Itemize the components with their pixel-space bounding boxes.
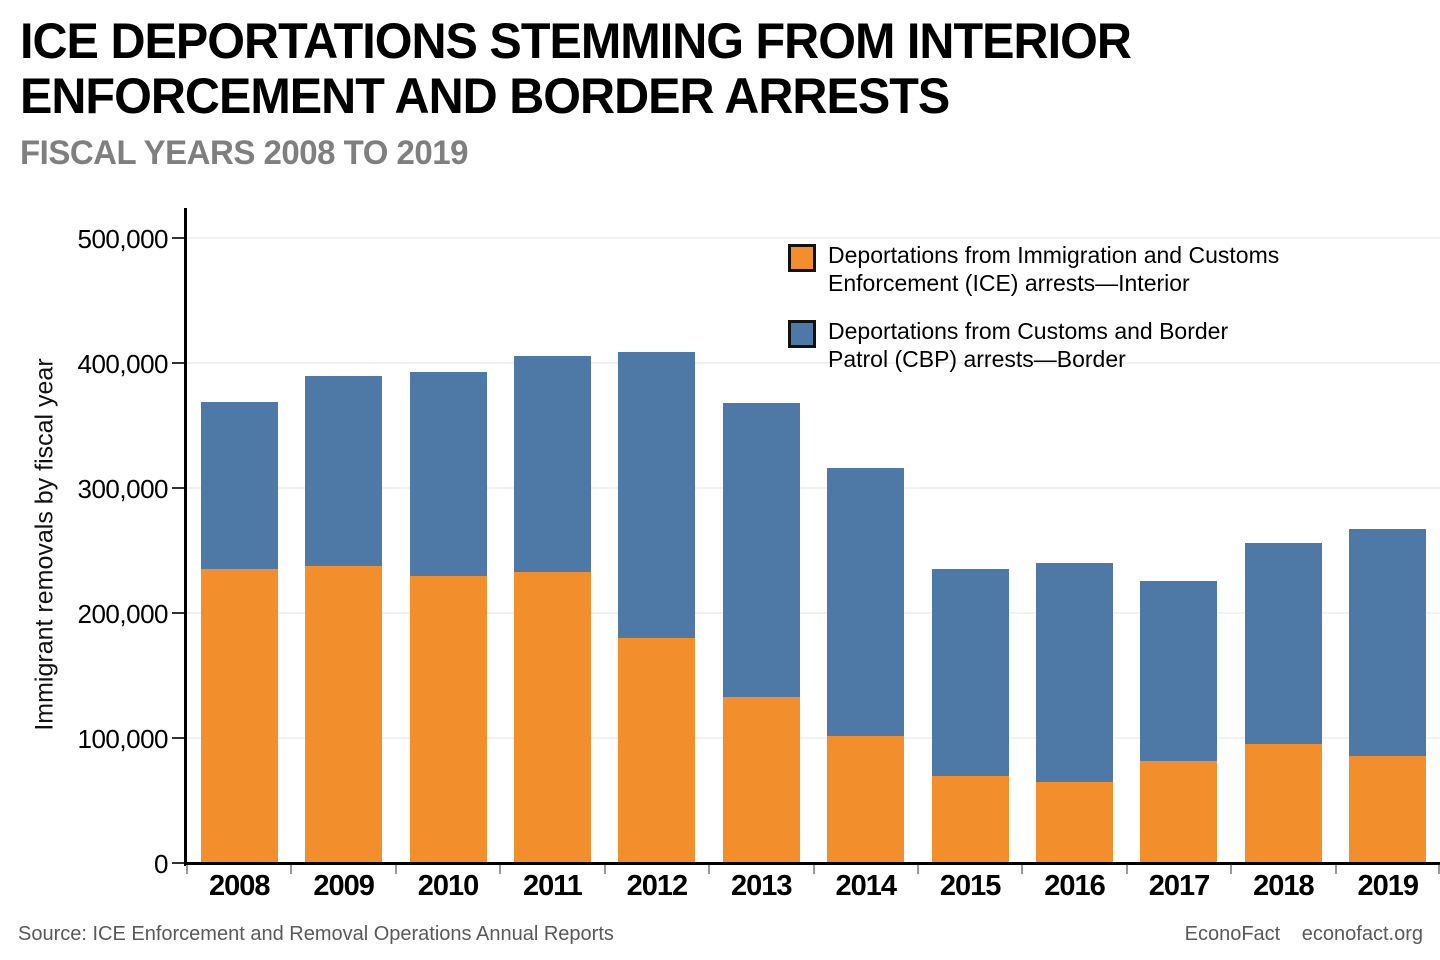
y-tick-label-300,000: 300,000: [77, 474, 169, 504]
bar-segment-border-2011: [513, 355, 591, 572]
bar-segment-interior-2017: [1140, 760, 1218, 863]
bar-segment-interior-2010: [409, 575, 487, 863]
legend-label-border: Deportations from Customs and Border Pat…: [828, 318, 1229, 372]
chart-header: ICE DEPORTATIONS STEMMING FROM INTERIOR …: [20, 14, 1165, 173]
page-title-line1: ICE DEPORTATIONS STEMMING FROM INTERIOR: [20, 13, 1132, 69]
x-tick-9: [1125, 865, 1128, 874]
bar-segment-border-2017: [1140, 580, 1218, 761]
bar-segment-interior-2009: [305, 565, 383, 863]
bar-segment-border-2013: [722, 403, 800, 697]
y-axis-title: Immigrant removals by fiscal year: [30, 358, 59, 731]
page-subtitle: FISCAL YEARS 2008 TO 2019: [20, 134, 468, 172]
brand-site: econofact.org: [1301, 923, 1423, 945]
x-tick-0: [186, 865, 188, 874]
bar-segment-border-2014: [827, 468, 905, 736]
legend-swatch-interior: [788, 244, 816, 272]
x-tick-label-2018: 2018: [1253, 870, 1315, 902]
x-tick-12: [1438, 865, 1440, 874]
x-tick-11: [1334, 865, 1337, 874]
footer: Source: ICE Enforcement and Removal Oper…: [18, 923, 1423, 946]
x-tick-1: [290, 865, 293, 874]
y-tick-400,000: [172, 362, 184, 364]
x-tick-label-2019: 2019: [1357, 870, 1420, 902]
x-tick-label-2010: 2010: [417, 870, 480, 902]
gridline-300,000: [187, 487, 1440, 489]
attribution: EconoFact econofact.org: [1169, 923, 1423, 946]
legend-item-interior: Deportations from Immigration and Custom…: [788, 241, 1279, 297]
bar-segment-border-2010: [409, 371, 487, 576]
y-axis-line: [184, 208, 187, 866]
bar-segment-interior-2013: [722, 696, 800, 863]
x-tick-label-2011: 2011: [522, 870, 583, 902]
y-tick-300,000: [172, 487, 184, 489]
brand-name: EconoFact: [1184, 923, 1281, 945]
bar-segment-interior-2014: [827, 735, 905, 863]
x-tick-label-2012: 2012: [626, 870, 689, 902]
x-tick-5: [708, 865, 711, 874]
legend-item-border: Deportations from Customs and Border Pat…: [788, 317, 1279, 373]
x-tick-10: [1230, 865, 1233, 874]
x-tick-4: [603, 865, 606, 874]
legend-label-interior: Deportations from Immigration and Custom…: [828, 242, 1280, 296]
bar-segment-interior-2019: [1349, 755, 1427, 863]
bar-segment-interior-2018: [1244, 744, 1322, 863]
gridline-100,000: [187, 737, 1440, 739]
y-tick-200,000: [172, 612, 184, 614]
y-tick-500,000: [172, 237, 184, 239]
bar-segment-interior-2012: [618, 638, 696, 863]
y-tick-label-400,000: 400,000: [77, 349, 169, 379]
bar-segment-border-2018: [1244, 543, 1322, 745]
x-tick-label-2014: 2014: [835, 870, 897, 902]
bar-segment-interior-2011: [513, 571, 591, 863]
x-tick-3: [499, 865, 502, 874]
x-tick-label-2008: 2008: [208, 870, 271, 902]
page-title-line2: ENFORCEMENT AND BORDER ARRESTS: [20, 68, 950, 124]
bar-segment-interior-2008: [200, 569, 278, 863]
bar-segment-border-2019: [1349, 529, 1427, 756]
gridline-200,000: [187, 612, 1440, 614]
bar-segment-interior-2015: [931, 775, 1009, 863]
x-tick-label-2015: 2015: [939, 870, 1002, 902]
legend: Deportations from Immigration and Custom…: [788, 241, 1279, 393]
y-tick-label-200,000: 200,000: [77, 599, 169, 629]
y-tick-0: [172, 862, 184, 864]
gridline-500,000: [187, 237, 1440, 239]
bar-segment-interior-2016: [1036, 781, 1114, 863]
y-tick-label-100,000: 100,000: [77, 724, 169, 754]
x-tick-2: [394, 865, 397, 874]
gridline-400,000: [187, 362, 1440, 364]
bar-segment-border-2009: [305, 375, 383, 566]
bar-segment-border-2012: [618, 351, 696, 638]
x-axis-line: [184, 862, 1440, 865]
bar-segment-border-2015: [931, 569, 1009, 776]
y-tick-label-0: 0: [154, 849, 168, 879]
x-tick-label-2017: 2017: [1148, 870, 1211, 902]
y-tick-100,000: [172, 737, 184, 739]
legend-swatch-border: [788, 320, 816, 348]
y-tick-label-500,000: 500,000: [77, 224, 169, 254]
bar-segment-border-2016: [1036, 563, 1114, 782]
x-tick-7: [916, 865, 919, 874]
x-tick-label-2009: 2009: [313, 870, 375, 902]
x-tick-label-2016: 2016: [1044, 870, 1106, 902]
source-note: Source: ICE Enforcement and Removal Oper…: [18, 923, 614, 945]
bar-segment-border-2008: [200, 401, 278, 570]
x-tick-label-2013: 2013: [731, 870, 793, 902]
x-tick-8: [1021, 865, 1024, 874]
x-tick-6: [812, 865, 815, 874]
